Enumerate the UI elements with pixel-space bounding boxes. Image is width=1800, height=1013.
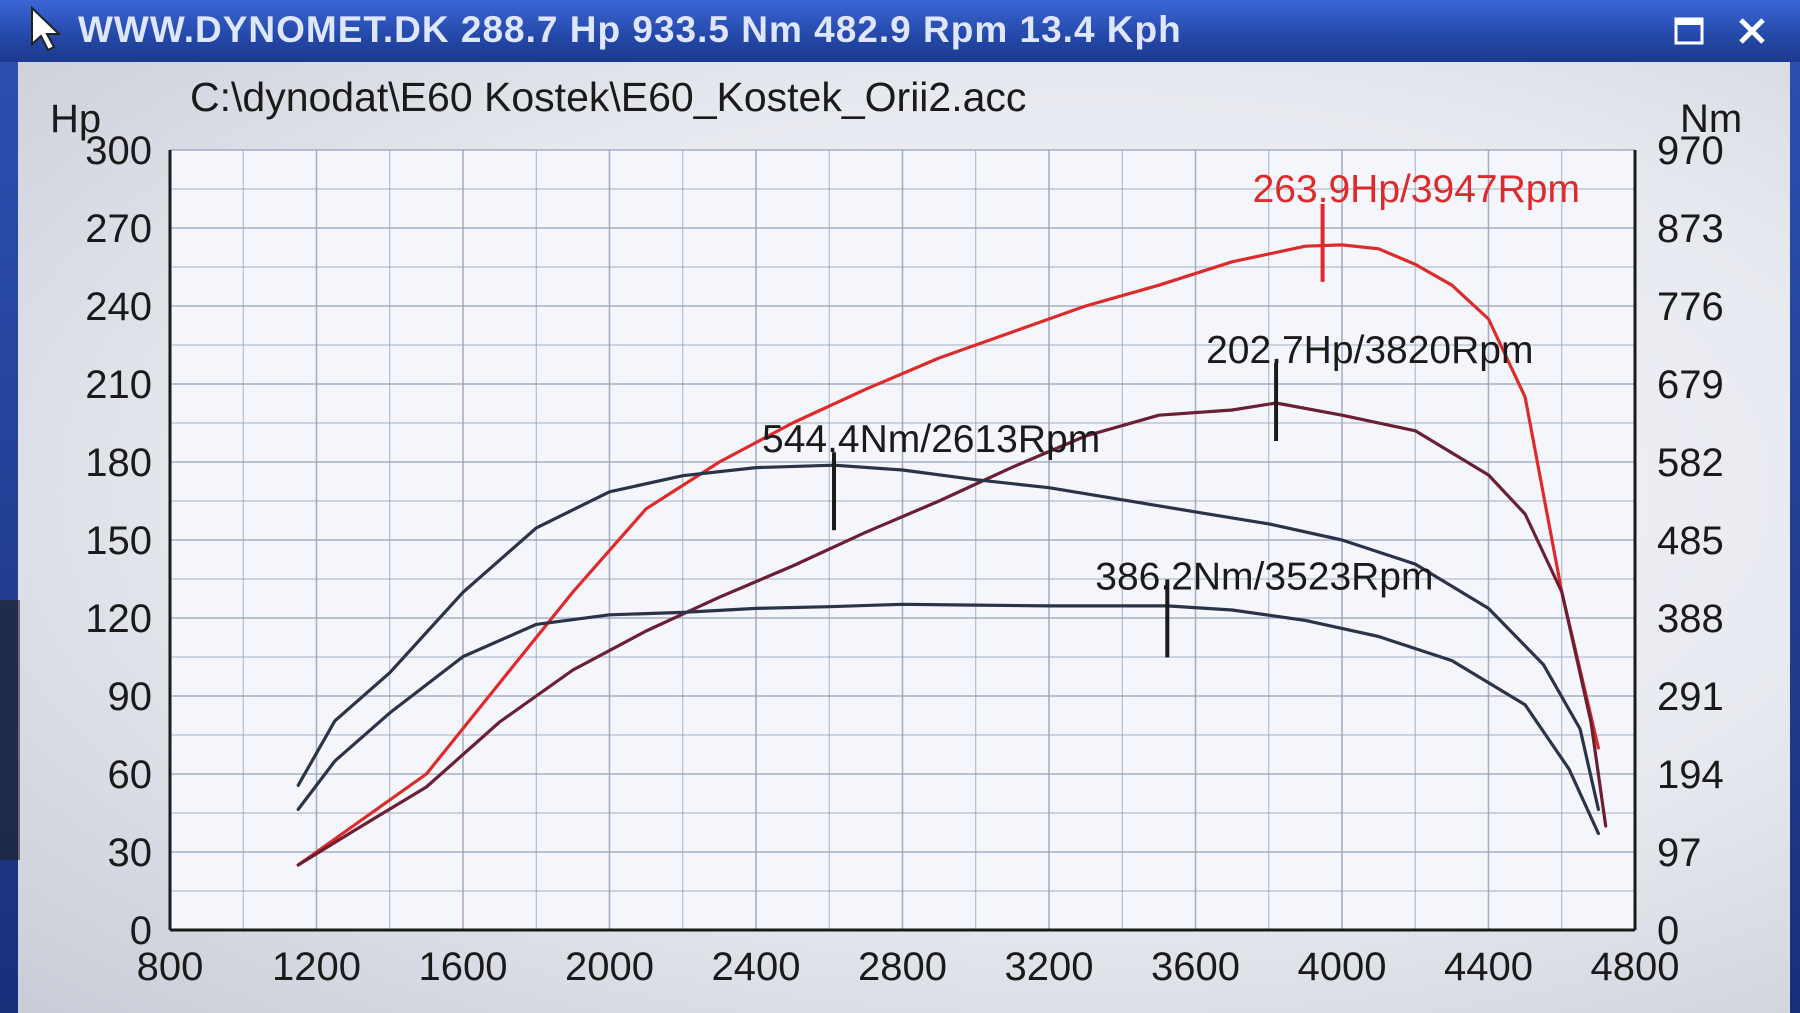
- y-tick-label-left: 30: [108, 831, 153, 875]
- peak-label: 263.9Hp/3947Rpm: [1253, 168, 1580, 211]
- y-tick-label-right: 970: [1657, 129, 1724, 173]
- y-tick-label-left: 60: [108, 753, 153, 797]
- y-tick-label-left: 90: [108, 675, 153, 719]
- x-tick-label: 3600: [1151, 945, 1240, 989]
- x-tick-label: 3200: [1005, 945, 1094, 989]
- x-tick-label: 2400: [712, 945, 801, 989]
- y-tick-label-left: 240: [85, 285, 152, 329]
- x-tick-label: 4800: [1591, 945, 1680, 989]
- y-tick-label-right: 776: [1657, 285, 1724, 329]
- close-button[interactable]: [1728, 8, 1776, 54]
- y-tick-label-left: 210: [85, 363, 152, 407]
- peak-label: 202.7Hp/3820Rpm: [1206, 329, 1533, 372]
- title-bar: WWW.DYNOMET.DK 288.7 Hp 933.5 Nm 482.9 R…: [0, 0, 1800, 62]
- y-axis-unit-right: Nm: [1680, 97, 1742, 141]
- y-tick-label-left: 180: [85, 441, 152, 485]
- peak-label: 544.4Nm/2613Rpm: [762, 418, 1100, 461]
- x-tick-label: 2000: [565, 945, 654, 989]
- y-tick-label-right: 485: [1657, 519, 1724, 563]
- series-line-3: [296, 463, 1601, 812]
- y-tick-label-right: 194: [1657, 753, 1724, 797]
- maximize-icon: [1674, 17, 1704, 45]
- x-tick-label: 1600: [419, 945, 508, 989]
- maximize-button[interactable]: [1665, 8, 1713, 54]
- series-line-1: [296, 243, 1601, 867]
- close-icon: [1739, 18, 1765, 44]
- y-tick-label-right: 388: [1657, 597, 1724, 641]
- x-tick-label: 2800: [858, 945, 947, 989]
- y-tick-label-right: 873: [1657, 207, 1724, 251]
- x-tick-label: 4000: [1298, 945, 1387, 989]
- window-title: WWW.DYNOMET.DK 288.7 Hp 933.5 Nm 482.9 R…: [78, 9, 1182, 50]
- window-edge: [0, 600, 20, 860]
- y-tick-label-right: 0: [1657, 909, 1679, 953]
- y-tick-label-left: 150: [85, 519, 152, 563]
- y-tick-label-left: 270: [85, 207, 152, 251]
- series-line-4: [296, 602, 1601, 836]
- y-axis-unit-left: Hp: [50, 97, 101, 141]
- peak-label: 386.2Nm/3523Rpm: [1095, 555, 1433, 598]
- y-tick-label-right: 582: [1657, 441, 1724, 485]
- y-tick-label-right: 291: [1657, 675, 1724, 719]
- x-tick-label: 800: [137, 945, 204, 989]
- y-tick-label-left: 300: [85, 129, 152, 173]
- series-line-2: [296, 401, 1608, 867]
- x-tick-label: 1200: [272, 945, 361, 989]
- y-tick-label-left: 120: [85, 597, 152, 641]
- cursor-icon: [31, 6, 62, 52]
- y-tick-label-left: 0: [130, 909, 152, 953]
- y-tick-label-right: 97: [1657, 831, 1702, 875]
- y-tick-label-right: 679: [1657, 363, 1724, 407]
- x-tick-label: 4400: [1444, 945, 1533, 989]
- file-path: C:\dynodat\E60 Kostek\E60_Kostek_Orii2.a…: [190, 74, 1027, 120]
